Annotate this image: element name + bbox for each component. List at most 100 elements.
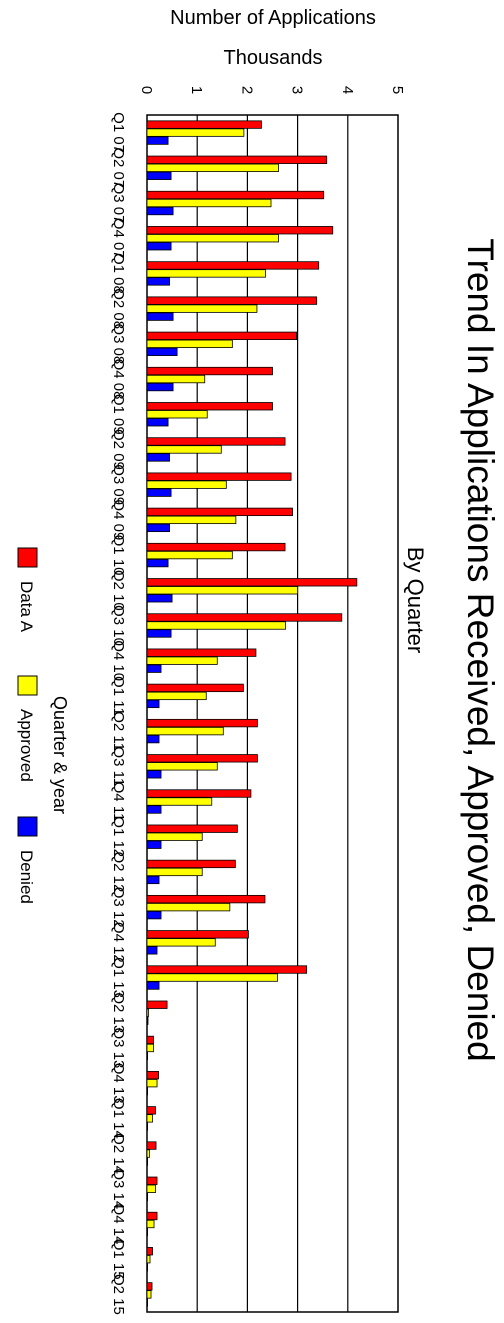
y-tick-label: 4 — [339, 86, 356, 94]
bar-data-a — [146, 930, 249, 939]
bar-approved — [146, 938, 216, 947]
bar-data-a — [146, 613, 343, 622]
bar-data-a — [146, 894, 266, 904]
bar-approved — [146, 1290, 152, 1299]
category-label: Q3 12 — [110, 887, 127, 928]
bar-data-a — [146, 120, 262, 129]
bar-data-a — [146, 226, 334, 235]
category-label: Q4 08 — [110, 359, 127, 400]
bar-denied — [146, 1227, 149, 1237]
bar-data-a — [146, 683, 244, 693]
category-label: Q2 12 — [110, 851, 127, 892]
bar-denied — [146, 347, 178, 356]
category-label: Q1 10 — [110, 535, 127, 576]
bar-denied — [146, 1192, 149, 1201]
category-label: Q2 11 — [110, 711, 127, 751]
category-label: Q4 13 — [110, 1063, 127, 1104]
bar-data-a — [146, 437, 286, 446]
bar-data-a — [146, 824, 238, 833]
bar-denied — [146, 277, 170, 286]
category-label: Q3 09 — [110, 464, 127, 505]
bar-denied — [146, 558, 169, 568]
bar-approved — [146, 1184, 156, 1193]
category-label: Q4 12 — [110, 922, 127, 963]
category-label: Q3 10 — [110, 605, 127, 646]
category-label: Q4 07 — [110, 218, 127, 259]
bar-denied — [146, 1122, 149, 1131]
category-label: Q3 08 — [110, 323, 127, 364]
bar-approved — [146, 1255, 151, 1264]
legend-swatch — [17, 675, 38, 696]
bar-denied — [146, 875, 160, 885]
bar-approved — [146, 163, 279, 172]
plot-area — [146, 114, 399, 1313]
category-label: Q3 13 — [110, 1028, 127, 1069]
category-label: Q2 10 — [110, 570, 127, 611]
bar-approved — [146, 762, 218, 771]
bar-approved — [146, 902, 231, 912]
y-tick-label: 5 — [389, 86, 406, 94]
bar-denied — [146, 242, 172, 251]
y-tick-label: 1 — [188, 86, 205, 94]
y-axis-unit: Thousands — [224, 47, 323, 69]
bar-approved — [146, 621, 286, 630]
bar-approved — [146, 480, 227, 489]
bar-data-a — [146, 542, 286, 552]
bar-approved — [146, 269, 266, 278]
bar-data-a — [146, 402, 273, 411]
bar-denied — [146, 840, 162, 849]
bar-denied — [146, 1087, 149, 1096]
category-label: Q4 10 — [110, 640, 127, 681]
category-label: Q1 12 — [110, 816, 127, 857]
y-axis-ticks: 0 1 2 3 4 5 — [138, 86, 406, 94]
y-tick-label: 3 — [289, 86, 306, 94]
bar-data-a — [146, 155, 328, 164]
bar-denied — [146, 488, 172, 497]
bar-data-a — [146, 1071, 159, 1080]
category-label: Q3 11 — [110, 746, 127, 786]
category-label: Q4 14 — [110, 1204, 127, 1245]
bar-denied — [146, 805, 162, 814]
bar-data-a — [146, 366, 273, 376]
bar-data-a — [146, 190, 325, 200]
bar-approved — [146, 198, 272, 208]
bar-data-a — [146, 331, 297, 340]
bar-denied — [146, 1157, 149, 1166]
category-label: Q2 08 — [110, 288, 127, 329]
legend-label: Denied — [17, 850, 36, 904]
bar-approved — [146, 867, 203, 877]
legend: Data A Approved Denied — [17, 547, 38, 904]
category-label: Q2 13 — [110, 992, 127, 1033]
bar-approved — [146, 339, 233, 348]
category-label: Q1 14 — [110, 1098, 127, 1139]
legend-swatch — [17, 547, 38, 568]
bar-denied — [146, 910, 162, 920]
bar-data-a — [146, 859, 236, 869]
bar-denied — [146, 382, 174, 392]
bar-approved — [146, 656, 218, 665]
legend-swatch — [17, 816, 38, 837]
category-label: Q1 15 — [110, 1239, 127, 1280]
bar-approved — [146, 1008, 149, 1017]
bar-denied — [146, 312, 174, 321]
bar-data-a — [146, 648, 257, 657]
category-label: Q1 07 — [110, 112, 127, 153]
category-label: Q4 11 — [110, 782, 127, 822]
bar-approved — [146, 410, 208, 419]
bar-approved — [146, 726, 224, 736]
bar-data-a — [146, 1035, 154, 1045]
category-label: Q4 09 — [110, 499, 127, 540]
bar-denied — [146, 594, 173, 603]
bar-approved — [146, 1043, 154, 1053]
bar-data-a — [146, 472, 292, 481]
legend-label: Data A — [17, 581, 36, 633]
bar-denied — [146, 1016, 149, 1025]
bar-denied — [146, 1263, 149, 1272]
bar-approved — [146, 586, 299, 595]
bar-denied — [146, 418, 169, 427]
bar-denied — [146, 1051, 149, 1061]
plot-frame — [146, 114, 399, 1313]
bar-denied — [146, 981, 160, 990]
